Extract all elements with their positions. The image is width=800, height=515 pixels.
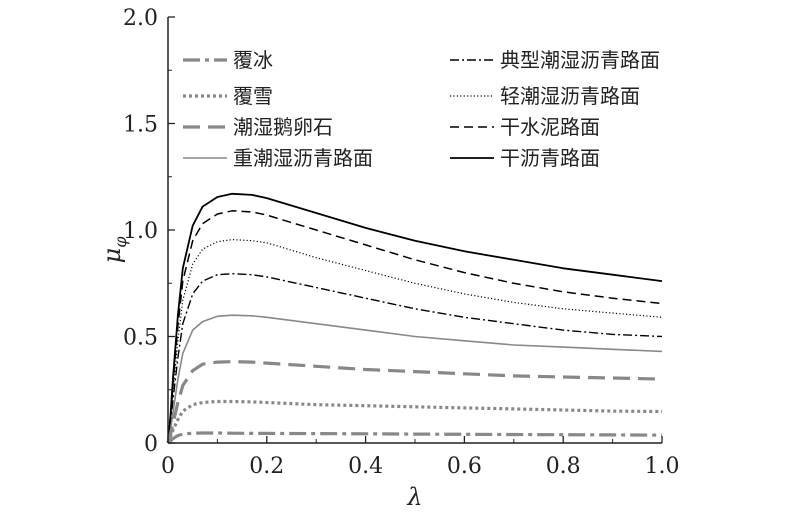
legend-label: 重潮湿沥青路面 (233, 146, 373, 170)
series-line-0 (167, 192, 663, 444)
legend-label: 干沥青路面 (500, 146, 600, 170)
legend-label: 典型潮湿沥青路面 (500, 48, 660, 72)
axes: 0 0.2 0.4 0.6 0.8 1.0 0 0.5 1.0 1.5 2.0 (123, 6, 680, 479)
y-axis-title-main: μ (98, 248, 126, 264)
x-tick-label: 0.2 (249, 454, 284, 479)
plot-area (166, 192, 663, 445)
series-line-2 (167, 239, 663, 444)
y-tick-label: 0.5 (123, 326, 158, 351)
y-axis-title: μφ (98, 236, 130, 264)
x-tick-label: 0.4 (348, 454, 383, 479)
legend-label: 干水泥路面 (500, 115, 600, 139)
y-tick-label: 1.5 (123, 113, 158, 138)
legend-label: 覆雪 (233, 84, 273, 108)
x-tick-label: 0.6 (447, 454, 482, 479)
y-tick-label: 1.0 (123, 219, 158, 244)
y-tick-label: 0 (144, 432, 158, 457)
legend-label: 潮湿鹅卵石 (233, 115, 333, 139)
y-axis-title-sub: φ (111, 236, 130, 248)
y-tick-label: 2.0 (123, 6, 158, 31)
legend-label: 覆冰 (233, 48, 273, 72)
x-tick-label: 1.0 (645, 454, 680, 479)
x-axis-title: λ (406, 483, 422, 511)
x-tick-label: 0 (161, 454, 175, 479)
series-line-3 (167, 273, 663, 444)
series-line-7 (166, 431, 663, 445)
x-tick-label: 0.8 (546, 454, 581, 479)
series-line-4 (167, 314, 663, 444)
series-line-6 (166, 399, 663, 444)
series-line-1 (167, 210, 663, 444)
legend-label: 轻潮湿沥青路面 (500, 84, 640, 108)
series-line-5 (166, 360, 663, 444)
